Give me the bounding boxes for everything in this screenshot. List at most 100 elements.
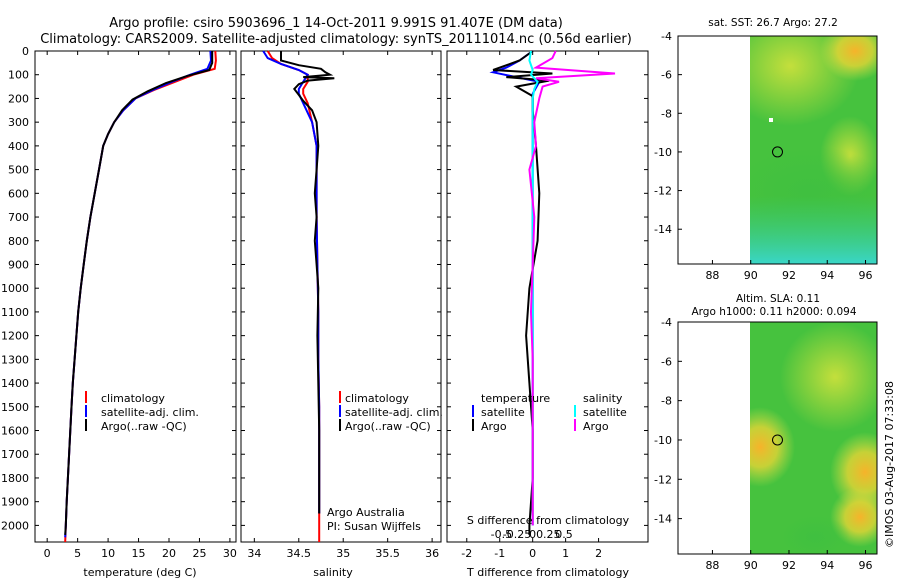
sla-map-lon-label-88: 88: [705, 559, 719, 572]
sst-warm-area-northeast: [820, 36, 877, 81]
sla-map-lat-label--8: -8: [661, 395, 672, 408]
temperature-series-argo-raw-qc-: [64, 51, 214, 535]
t-difference-tick-label-0: 0: [529, 547, 536, 560]
temperature-tick-label-20: 20: [162, 547, 176, 560]
depth-tick-label-500: 500: [8, 164, 29, 177]
legend-header-temperature: temperature: [481, 392, 550, 405]
s-difference-tick-label-2: 0: [529, 528, 536, 541]
sla-map: Altim. SLA: 0.11 Argo h1000: 0.11 h2000:…: [654, 293, 878, 572]
depth-tick-label-1500: 1500: [1, 401, 29, 414]
sst-map-lon-label-96: 96: [859, 269, 873, 282]
salinity-tick-label-35.5: 35.5: [375, 547, 400, 560]
sst-map-lat-label--14: -14: [654, 223, 672, 236]
difference-series: [489, 50, 616, 535]
depth-axis: 0 100 200 300 400 500 600 700 800 900 1000 1100 1200…: [1, 45, 648, 532]
sla-map-lat-label--12: -12: [654, 473, 672, 486]
legend-label-satellite: satellite-adj. clim.: [101, 406, 199, 419]
sla-map-lat-label--6: -6: [661, 355, 672, 368]
difference-legend: temperature salinity satellite Argo sate…: [472, 392, 627, 433]
salinity-legend: climatology satellite-adj. clim. Argo(..…: [339, 391, 443, 433]
depth-tick-label-200: 200: [8, 92, 29, 105]
salinity-panel: 34 34.5 35 35.5 36 salinity climatology sate…: [240, 50, 443, 579]
difference-frame: [446, 50, 649, 543]
sst-argo-marker: [772, 146, 783, 158]
legend-label-climatology: climatology: [101, 392, 165, 405]
depth-tick-label-900: 900: [8, 258, 29, 271]
depth-tick-label-1700: 1700: [1, 448, 29, 461]
sst-map-lat-label--6: -6: [661, 69, 672, 82]
depth-tick-label-600: 600: [8, 187, 29, 200]
legend-label-s-argo: Argo: [583, 420, 609, 433]
depth-tick-label-0: 0: [22, 45, 29, 58]
temperature-series: [64, 50, 217, 543]
sla-map-axes: 88 90 92 94 96 -4 -6 -8 -10 -12 -14: [654, 316, 872, 572]
temperature-series-climatology: [64, 50, 217, 543]
legend-label-argo: Argo(..raw -QC): [101, 420, 187, 433]
sla-warm-area-north: [780, 322, 877, 432]
temperature-series-satellite-adj-clim-: [64, 50, 213, 538]
sst-map-lat-label--4: -4: [661, 30, 672, 43]
difference-series-temperature-argo: [492, 50, 553, 535]
sst-map-axes: 88 90 92 94 96 -4 -6 -8 -10 -12 -14: [654, 30, 872, 282]
sst-map: sat. SST: 26.7 Argo: 27.2 88 90 92 94 96 -4 -6…: [654, 17, 878, 282]
salinity-tick-label-34.5: 34.5: [287, 547, 312, 560]
sla-map-lon-label-92: 92: [782, 559, 796, 572]
t-difference-x-axis: -2 -1 0 1 2: [461, 51, 602, 560]
difference-panel: -2 -1 0 1 2 -0.5-0.250 0.250.5 T difference f…: [446, 50, 649, 579]
legend-label-t-satellite: satellite: [481, 406, 525, 419]
sla-argo-marker: [772, 434, 783, 446]
depth-tick-label-1200: 1200: [1, 330, 29, 343]
temperature-panel: 0100200300400500600700800900100011001200…: [1, 45, 648, 579]
sla-map-lon-label-90: 90: [744, 559, 758, 572]
sla-warm-area-west: [750, 407, 795, 487]
difference-series-salinity-satellite: [528, 50, 539, 526]
sst-map-frame: [677, 35, 878, 265]
depth-tick-label-1900: 1900: [1, 496, 29, 509]
annotation-pi: PI: Susan Wijffels: [327, 520, 421, 533]
sla-map-lat-label--4: -4: [661, 316, 672, 329]
sla-map-title: Altim. SLA: 0.11: [736, 293, 820, 305]
sla-map-lon-label-96: 96: [859, 559, 873, 572]
salinity-tick-label-36: 36: [425, 547, 439, 560]
sla-map-subtitle: Argo h1000: 0.11 h2000: 0.094: [691, 306, 856, 318]
difference-series-salinity-argo: [528, 50, 616, 526]
sst-map-lon-label-88: 88: [705, 269, 719, 282]
salinity-tick-label-35: 35: [336, 547, 350, 560]
salinity-series-climatology: [266, 50, 321, 542]
s-difference-tick-label-1: -0.25: [503, 528, 531, 541]
sla-map-lat-label--14: -14: [654, 513, 672, 526]
legend-label-t-argo: Argo: [481, 420, 507, 433]
sla-field: [750, 322, 877, 554]
sla-map-lon-label-94: 94: [820, 559, 834, 572]
depth-tick-label-1100: 1100: [1, 306, 29, 319]
depth-tick-label-2000: 2000: [1, 519, 29, 532]
temperature-frame: [34, 50, 237, 543]
salinity-frame: [240, 50, 442, 543]
sst-map-lon-label-90: 90: [744, 269, 758, 282]
t-difference-tick-label--1: -1: [494, 547, 505, 560]
sst-map-lat-label--8: -8: [661, 107, 672, 120]
depth-tick-label-700: 700: [8, 211, 29, 224]
t-difference-tick-label-2: 2: [595, 547, 602, 560]
s-difference-x-label: S difference from climatology: [467, 514, 630, 527]
legend-label-s-satellite: satellite: [583, 406, 627, 419]
sst-map-lat-label--10: -10: [654, 146, 672, 159]
temperature-x-axis: 0 5 10 15 20 25 30: [44, 51, 237, 560]
temperature-tick-label-15: 15: [132, 547, 146, 560]
t-difference-tick-label-1: 1: [562, 547, 569, 560]
depth-tick-label-1800: 1800: [1, 472, 29, 485]
depth-tick-label-300: 300: [8, 116, 29, 129]
chart-title-line-2: Climatology: CARS2009. Satellite-adjuste…: [40, 32, 632, 47]
sst-map-argo-location: [772, 146, 783, 158]
annotation-argo-australia: Argo Australia: [327, 506, 405, 519]
salinity-tick-label-34: 34: [247, 547, 261, 560]
legend-label-satellite: satellite-adj. clim.: [345, 406, 443, 419]
legend-label-argo: Argo(..raw -QC): [345, 420, 431, 433]
sst-map-title: sat. SST: 26.7 Argo: 27.2: [708, 17, 838, 29]
temperature-legend: climatology satellite-adj. clim. Argo(..…: [85, 391, 199, 433]
sst-cyan-band: [750, 196, 877, 264]
sst-field: [750, 36, 877, 264]
legend-header-salinity: salinity: [583, 392, 623, 405]
salinity-series: [262, 50, 335, 542]
